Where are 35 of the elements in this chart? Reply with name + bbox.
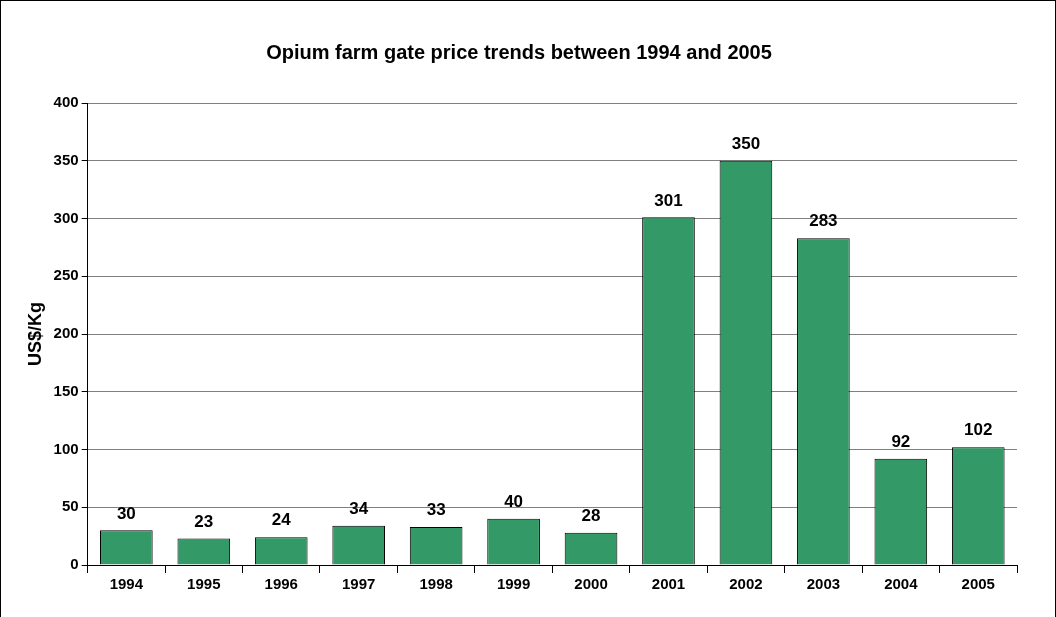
x-tick-label: 2005 [961,575,995,593]
y-tick-label: 50 [61,497,79,515]
data-label: 350 [731,133,761,153]
y-tick-label: 350 [53,150,79,168]
data-label: 30 [116,503,136,523]
data-label: 28 [581,505,601,525]
y-tick-label: 150 [53,381,79,399]
x-tick-label: 1999 [496,575,531,593]
chart-title: Opium farm gate price trends between 1994 and 2005 [266,40,772,63]
data-label: 283 [809,211,838,231]
data-label: 92 [891,431,911,451]
x-tick-label: 1998 [419,575,453,593]
data-label: 40 [504,491,524,511]
x-tick-label: 2001 [651,575,686,593]
data-label: 24 [271,510,292,530]
data-label: 23 [194,511,214,531]
x-tick-label: 1995 [187,575,221,593]
y-axis-title: US$/Kg [24,301,45,367]
x-tick-label: 2000 [574,575,608,593]
y-tick-label: 400 [53,93,79,111]
data-label: 102 [964,420,993,440]
y-tick-label: 300 [53,208,79,226]
x-tick-label: 2002 [729,575,763,593]
x-tick-label: 2004 [884,575,919,593]
x-tick-label: 2003 [806,575,841,593]
y-tick-label: 0 [70,555,79,573]
y-tick-label: 100 [53,439,79,457]
x-tick-label: 1997 [342,575,376,593]
x-tick-label: 1996 [264,575,298,593]
x-tick-label: 1994 [109,575,144,593]
y-tick-label: 250 [53,266,79,284]
data-label: 33 [426,500,446,520]
data-label: 301 [654,190,683,210]
y-tick-label: 200 [53,324,79,342]
data-label: 34 [349,498,369,518]
